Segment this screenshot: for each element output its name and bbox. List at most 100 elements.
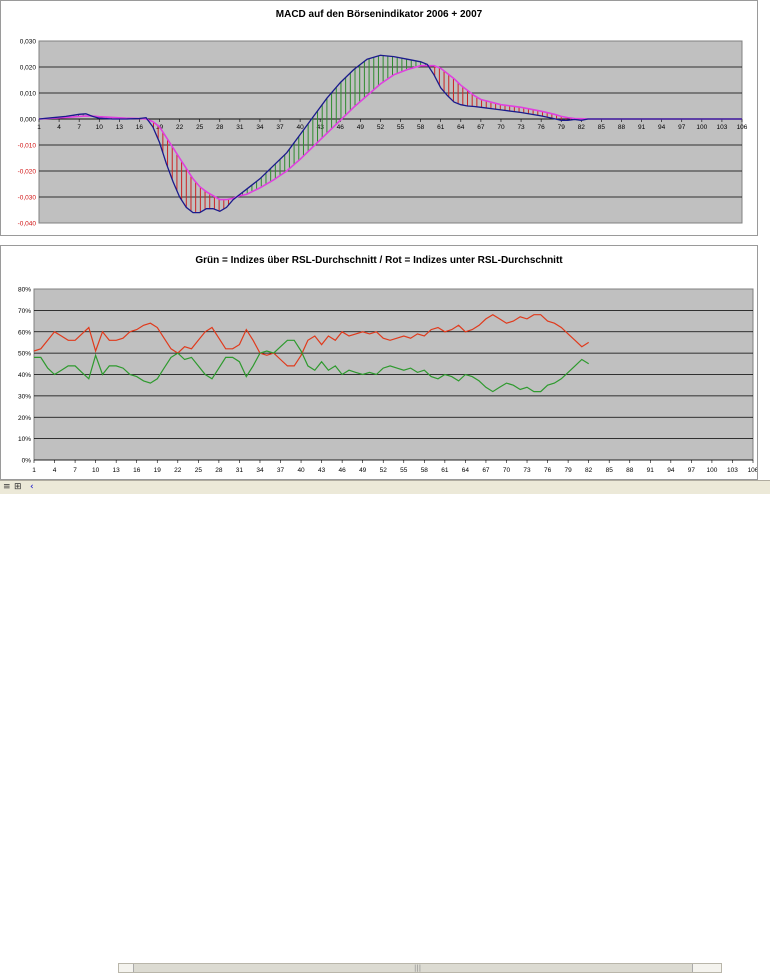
x-tick-label: 73 bbox=[517, 124, 525, 131]
x-tick-label: 31 bbox=[236, 467, 244, 474]
macd-line bbox=[38, 54, 742, 214]
y-tick-label: -0,040 bbox=[18, 221, 37, 228]
x-tick-label: 91 bbox=[647, 467, 655, 474]
plot-area bbox=[38, 40, 743, 224]
spreadsheet-area: MACD auf den Börsenindikator 2006 + 2007… bbox=[0, 0, 770, 480]
x-tick-label: 88 bbox=[626, 467, 634, 474]
x-tick-label: 28 bbox=[215, 467, 223, 474]
x-tick-label: 88 bbox=[618, 124, 626, 131]
x-tick-label: 43 bbox=[317, 124, 325, 131]
x-tick-label: 43 bbox=[318, 467, 326, 474]
y-tick-label: -0,010 bbox=[18, 143, 37, 150]
y-tick-label: -0,030 bbox=[18, 195, 37, 202]
x-tick-label: 73 bbox=[523, 467, 531, 474]
x-tick-label: 100 bbox=[696, 124, 707, 131]
rsl-chart-title: Grün = Indizes über RSL-Durchschnitt / R… bbox=[195, 255, 563, 266]
x-tick-label: 1 bbox=[32, 467, 36, 474]
y-tick-label: 30% bbox=[18, 393, 31, 400]
y-tick-label: 0,010 bbox=[20, 91, 37, 98]
scrollbar-thumb[interactable]: ||| bbox=[133, 964, 693, 972]
x-tick-label: 82 bbox=[578, 124, 586, 131]
sheet-nav-icon[interactable]: ≡ bbox=[3, 482, 11, 492]
x-tick-label: 49 bbox=[357, 124, 365, 131]
x-tick-label: 7 bbox=[77, 124, 81, 131]
y-tick-label: 0,030 bbox=[20, 39, 37, 46]
scrollbar-grip-icon: ||| bbox=[414, 964, 422, 972]
x-tick-label: 40 bbox=[297, 467, 305, 474]
x-tick-label: 97 bbox=[688, 467, 696, 474]
x-tick-label: 28 bbox=[216, 124, 224, 131]
x-tick-label: 10 bbox=[92, 467, 100, 474]
y-tick-label: 0,020 bbox=[20, 65, 37, 72]
y-tick-label: 0,000 bbox=[20, 117, 37, 124]
x-tick-label: 22 bbox=[174, 467, 182, 474]
x-tick-label: 94 bbox=[667, 467, 675, 474]
x-tick-label: 46 bbox=[337, 124, 345, 131]
x-tick-label: 94 bbox=[658, 124, 666, 131]
rsl-chart-svg: 80% 70% 60% 50% 40% 30% 20% 10% 0%1 4 7 10 13 16 19 22 2… bbox=[18, 287, 757, 475]
x-tick-label: 85 bbox=[598, 124, 606, 131]
x-tick-label: 16 bbox=[133, 467, 141, 474]
green-series-line bbox=[34, 339, 590, 393]
x-tick-label: 13 bbox=[116, 124, 124, 131]
x-tick-label: 31 bbox=[236, 124, 244, 131]
x-tick-label: 55 bbox=[397, 124, 405, 131]
y-tick-label: 40% bbox=[18, 372, 31, 379]
x-tick-label: 70 bbox=[503, 467, 511, 474]
x-tick-label: 49 bbox=[359, 467, 367, 474]
x-tick-label: 58 bbox=[417, 124, 425, 131]
x-tick-label: 37 bbox=[276, 124, 284, 131]
x-tick-label: 22 bbox=[176, 124, 184, 131]
y-tick-label: 80% bbox=[18, 287, 31, 294]
x-tick-label: 67 bbox=[482, 467, 490, 474]
macd-chart-title: MACD auf den Börsenindikator 2006 + 2007 bbox=[275, 9, 483, 20]
x-tick-label: 4 bbox=[57, 124, 61, 131]
x-tick-label: 76 bbox=[544, 467, 552, 474]
status-bar: ≡ ⊞ ‹ ||| bbox=[0, 480, 770, 973]
x-tick-label: 16 bbox=[136, 124, 144, 131]
y-tick-label: 70% bbox=[18, 308, 31, 315]
y-tick-label: 50% bbox=[18, 351, 31, 358]
x-tick-label: 25 bbox=[195, 467, 203, 474]
x-tick-label: 34 bbox=[256, 124, 264, 131]
x-tick-label: 106 bbox=[737, 124, 748, 131]
x-tick-label: 4 bbox=[53, 467, 57, 474]
y-tick-label: -0,020 bbox=[18, 169, 37, 176]
x-tick-label: 67 bbox=[477, 124, 485, 131]
scroll-left-icon[interactable]: ‹ bbox=[30, 482, 34, 492]
rsl-chart[interactable]: Grün = Indizes über RSL-Durchschnitt / R… bbox=[0, 245, 758, 480]
x-tick-label: 91 bbox=[638, 124, 646, 131]
x-tick-label: 97 bbox=[678, 124, 686, 131]
x-tick-label: 55 bbox=[400, 467, 408, 474]
x-tick-label: 7 bbox=[73, 467, 77, 474]
book-icon[interactable]: ⊞ bbox=[14, 482, 22, 492]
x-tick-label: 64 bbox=[462, 467, 470, 474]
x-tick-label: 10 bbox=[96, 124, 104, 131]
x-tick-label: 79 bbox=[558, 124, 566, 131]
x-tick-label: 40 bbox=[296, 124, 304, 131]
x-tick-label: 100 bbox=[706, 467, 717, 474]
x-tick-label: 34 bbox=[256, 467, 264, 474]
x-tick-label: 85 bbox=[606, 467, 614, 474]
y-tick-label: 0% bbox=[22, 458, 32, 465]
x-tick-label: 46 bbox=[339, 467, 347, 474]
x-tick-label: 19 bbox=[154, 467, 162, 474]
x-tick-label: 103 bbox=[727, 467, 738, 474]
x-tick-label: 52 bbox=[380, 467, 388, 474]
x-tick-label: 70 bbox=[497, 124, 505, 131]
y-tick-label: 10% bbox=[18, 436, 31, 443]
x-tick-label: 1 bbox=[37, 124, 41, 131]
macd-chart[interactable]: MACD auf den Börsenindikator 2006 + 2007… bbox=[0, 0, 758, 236]
y-tick-label: 60% bbox=[18, 329, 31, 336]
y-tick-label: 20% bbox=[18, 415, 31, 422]
x-tick-label: 61 bbox=[441, 467, 449, 474]
x-tick-label: 64 bbox=[457, 124, 465, 131]
macd-chart-svg: 0,030 0,020 0,010 0,000 -0,010 -0,020 -0,030 -0… bbox=[18, 39, 748, 228]
red-series-line bbox=[33, 313, 590, 367]
x-tick-label: 58 bbox=[421, 467, 429, 474]
x-tick-label: 82 bbox=[585, 467, 593, 474]
x-tick-label: 106 bbox=[748, 467, 757, 474]
x-tick-label: 37 bbox=[277, 467, 285, 474]
x-tick-label: 79 bbox=[564, 467, 572, 474]
horizontal-scrollbar[interactable]: ||| bbox=[118, 963, 722, 973]
